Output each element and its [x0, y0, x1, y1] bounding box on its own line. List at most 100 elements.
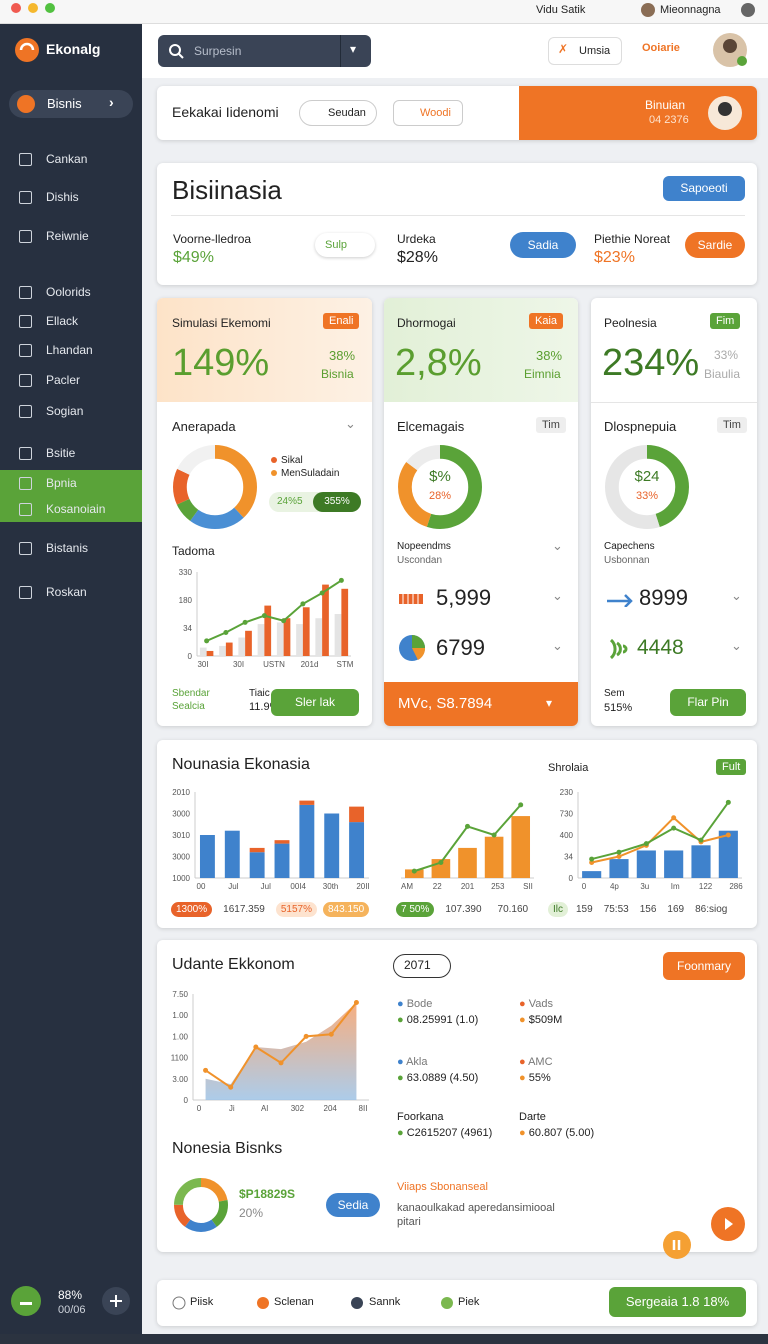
window-controls[interactable]: [6, 0, 66, 24]
bottom-item[interactable]: Sannk: [369, 1296, 401, 1308]
amount-pct: 20%: [239, 1206, 264, 1220]
x-tick-label: 30th: [323, 882, 339, 891]
amount-button[interactable]: Sedia: [326, 1193, 380, 1217]
decoration: [741, 3, 755, 17]
menu-item[interactable]: Dishis: [0, 184, 142, 210]
decoration: [399, 594, 423, 604]
pause-button[interactable]: [662, 1230, 692, 1260]
status-icon[interactable]: [10, 1285, 42, 1317]
legend-entry: ● Bode ● 08.25991 (1.0): [397, 996, 478, 1028]
bottom-item[interactable]: Piek: [458, 1296, 480, 1308]
bar: [245, 630, 252, 656]
donut-segment: [398, 445, 482, 529]
line: [591, 816, 729, 864]
legend-text: ● AMC: [519, 1056, 553, 1068]
add-button[interactable]: [101, 1286, 131, 1316]
bar: [274, 840, 290, 844]
card-badge: Kaia: [529, 313, 564, 329]
decoration: [45, 3, 55, 13]
bottom-item[interactable]: Piisk: [190, 1296, 214, 1308]
decoration: [11, 3, 21, 13]
overview-card: Nounasia Ekonasia 2010 3000 3010 3000 1000 00…: [157, 740, 757, 928]
line-point: [319, 590, 325, 596]
line-point: [228, 1084, 234, 1090]
trend-chart: 330 180 34 0 30I 30I USTN 201d STM: [179, 568, 354, 669]
card-title: Dhormogai: [397, 316, 456, 330]
icon: [271, 457, 277, 476]
menu-item[interactable]: Sogian: [0, 398, 142, 424]
bar: [718, 830, 738, 878]
bar: [302, 607, 310, 656]
menu-item[interactable]: Pacler: [0, 367, 142, 393]
line-point: [204, 638, 210, 644]
footer-label: 515%: [604, 702, 633, 714]
line-point: [438, 860, 444, 866]
y-tick-label: 1100: [171, 1054, 189, 1063]
account-avatar[interactable]: [640, 2, 656, 18]
card-badge: Enali: [323, 313, 360, 329]
card-button[interactable]: Sler lak: [271, 689, 359, 716]
chip: 7 50%: [396, 902, 435, 917]
decoration: ●: [397, 1072, 407, 1084]
y-tick-label: 180: [179, 596, 193, 605]
bar: [349, 822, 365, 878]
decoration: [672, 1240, 681, 1250]
pill-text: 355%: [313, 492, 361, 512]
sub-label: Nopeendms: [397, 541, 451, 552]
bar: [283, 618, 291, 656]
menu-item[interactable]: Ellack: [0, 308, 142, 334]
x-tick-label: 20II: [356, 882, 369, 891]
menu-item[interactable]: Cankan: [0, 146, 142, 172]
banner-chip[interactable]: Seudan: [299, 100, 377, 126]
footer-label: Sbendar: [172, 688, 210, 699]
search-box[interactable]: Surpesin ▾: [158, 35, 371, 67]
primary-label: Bisnis: [47, 96, 82, 111]
year-pill[interactable]: 2071: [393, 954, 451, 978]
metric-card: Simulasi Ekemomi Enali 149% 38% Bisnia A…: [157, 298, 372, 726]
decoration: ●: [397, 1056, 407, 1068]
line: [591, 801, 730, 861]
banner-title: Eekakai Iidenomi: [172, 104, 279, 120]
profile-avatar[interactable]: [712, 32, 748, 68]
stat-button[interactable]: Sardie: [685, 232, 745, 258]
primary-button[interactable]: Bisnis ›: [9, 90, 133, 118]
line-point: [328, 1031, 334, 1037]
banner-chip[interactable]: Woodi: [393, 100, 463, 126]
bottom-button[interactable]: Sergeaia 1.8 18%: [609, 1287, 746, 1317]
menu-item[interactable]: Oolorids: [0, 279, 142, 305]
menu-item[interactable]: Lhandan: [0, 337, 142, 363]
chip: 70.160: [497, 904, 529, 915]
menu-item-active[interactable]: Kosanoiain: [0, 496, 142, 522]
stat-button[interactable]: Sulp: [315, 233, 375, 257]
icon: [169, 44, 184, 59]
sub-label: Capechens: [604, 541, 655, 552]
bar: [238, 637, 246, 656]
bar: [276, 622, 284, 656]
menu-item-active[interactable]: Bpnia: [0, 470, 142, 496]
summary-button[interactable]: Sapoeoti: [663, 176, 745, 201]
pill-text: 24%5: [277, 496, 303, 507]
line-point: [303, 1033, 309, 1039]
menu-item[interactable]: Roskan: [0, 579, 142, 605]
card-button[interactable]: Flar Pin: [670, 689, 746, 716]
menu-item[interactable]: Bistanis: [0, 535, 142, 561]
update-title: Udante Ekkonom: [172, 956, 295, 973]
settings-icon[interactable]: [740, 2, 756, 18]
legend-text: ● 08.25991 (1.0): [397, 1014, 479, 1026]
stat-label: Urdeka: [397, 232, 436, 246]
menu-item[interactable]: Reiwnie: [0, 223, 142, 249]
bar: [299, 804, 315, 878]
line-point: [616, 854, 622, 859]
bottom-item[interactable]: Sclenan: [274, 1296, 314, 1308]
play-button[interactable]: [710, 1206, 746, 1242]
decoration: [441, 1297, 453, 1309]
x-tick-label: Ji: [229, 1104, 235, 1113]
stat-button[interactable]: Sadia: [510, 232, 576, 258]
update-button[interactable]: Foonmary: [663, 952, 745, 980]
bar: [341, 588, 349, 656]
line-point: [223, 629, 229, 635]
menu-item[interactable]: Bsitie: [0, 440, 142, 466]
header-button[interactable]: Umsia: [548, 37, 622, 65]
card-footer[interactable]: MVc, S8.7894: [384, 682, 578, 726]
